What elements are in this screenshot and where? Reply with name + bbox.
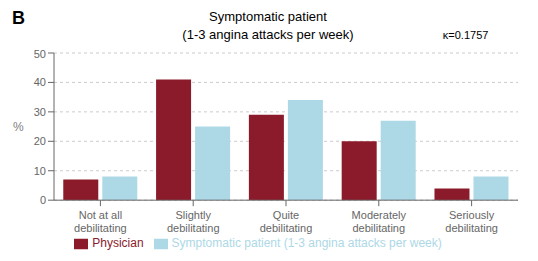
svg-text:Slightlydebilitating: Slightlydebilitating xyxy=(167,209,220,234)
svg-text:Moderatelydebilitating: Moderatelydebilitating xyxy=(352,209,407,234)
svg-text:%: % xyxy=(13,120,24,134)
html-text:Physician: Physician xyxy=(92,236,144,251)
svg-text:10: 10 xyxy=(34,165,46,177)
svg-text:0: 0 xyxy=(40,194,46,206)
svg-text:50: 50 xyxy=(34,48,46,60)
svg-text:Seriouslydebilitating: Seriouslydebilitating xyxy=(445,209,498,234)
html-text:(1-3 angina attacks per week): (1-3 angina attacks per week) xyxy=(182,27,354,42)
svg-text:20: 20 xyxy=(34,135,46,147)
html-text:B: B xyxy=(12,8,25,28)
svg-text:30: 30 xyxy=(34,106,46,118)
html-text:κ=0.1757: κ=0.1757 xyxy=(442,29,489,41)
svg-text:40: 40 xyxy=(34,76,46,88)
svg-text:Quitedebilitating: Quitedebilitating xyxy=(260,209,313,234)
html-text:Symptomatic patient: Symptomatic patient xyxy=(209,9,327,24)
svg-text:Not at alldebilitating: Not at alldebilitating xyxy=(74,209,127,234)
html-text:Symptomatic patient (1-3 angin: Symptomatic patient (1-3 angina attacks … xyxy=(171,236,442,251)
